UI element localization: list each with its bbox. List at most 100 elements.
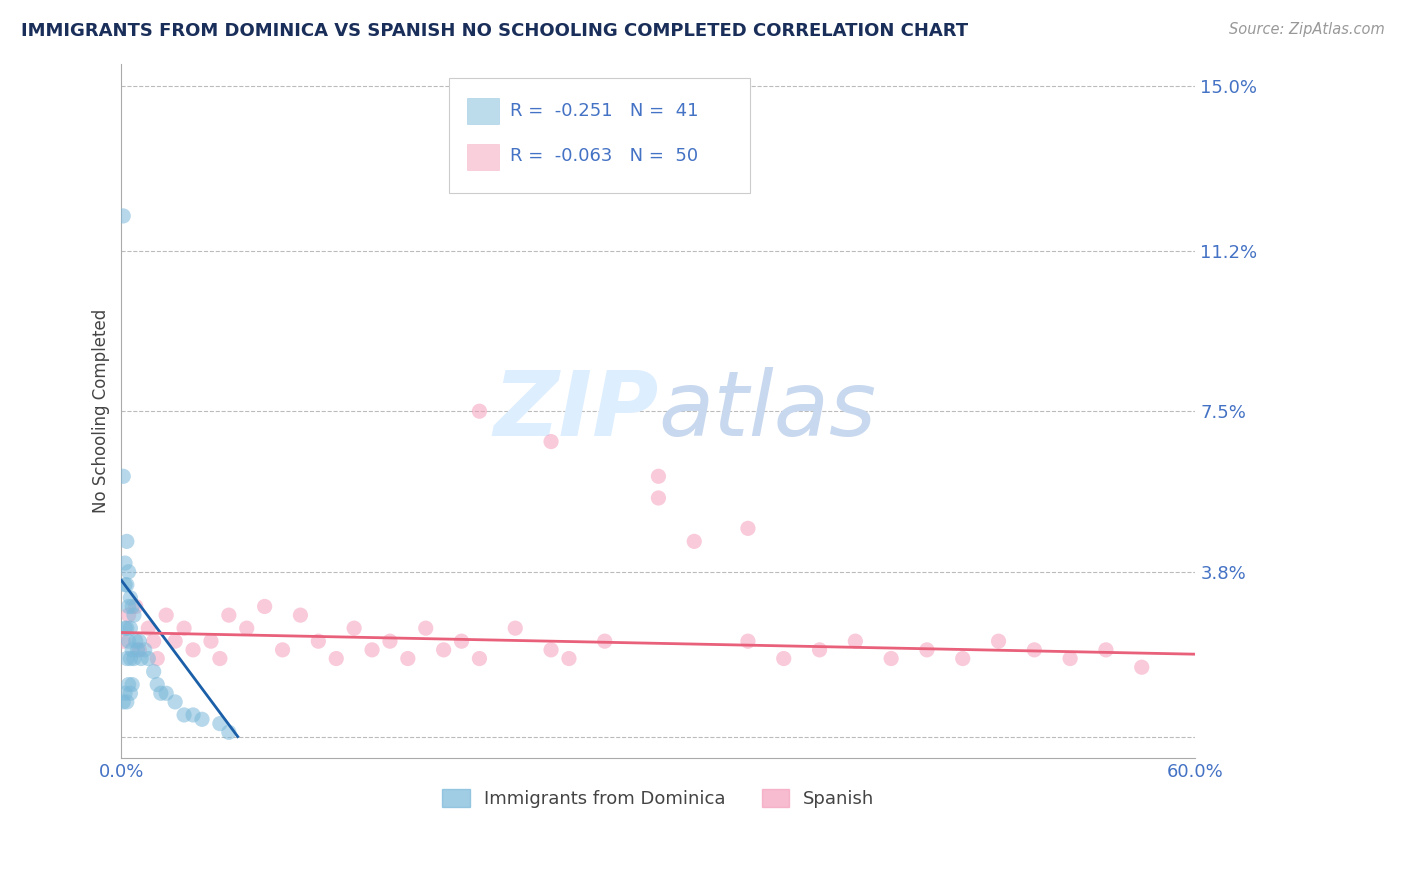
Point xyxy=(540,643,562,657)
FancyBboxPatch shape xyxy=(467,144,499,170)
Point xyxy=(165,634,187,648)
Point xyxy=(142,634,165,648)
Point xyxy=(142,665,165,679)
Point xyxy=(290,608,312,623)
Y-axis label: No Schooling Completed: No Schooling Completed xyxy=(93,309,110,513)
Point xyxy=(218,608,240,623)
Point xyxy=(149,686,172,700)
Point xyxy=(165,695,187,709)
Point xyxy=(146,677,169,691)
Point xyxy=(114,686,136,700)
Text: R =  -0.063   N =  50: R = -0.063 N = 50 xyxy=(510,147,699,165)
Point xyxy=(117,599,139,614)
Point xyxy=(125,599,148,614)
Point xyxy=(115,578,138,592)
Point xyxy=(307,634,329,648)
Point xyxy=(117,634,139,648)
Point xyxy=(115,695,138,709)
Point xyxy=(112,469,135,483)
Point xyxy=(737,521,759,535)
Point xyxy=(112,634,135,648)
Point xyxy=(117,608,139,623)
Point xyxy=(155,686,177,700)
Point xyxy=(558,651,581,665)
Point xyxy=(155,608,177,623)
Point xyxy=(120,591,142,605)
Point xyxy=(1059,651,1081,665)
Point xyxy=(772,651,794,665)
Point xyxy=(120,651,142,665)
Point xyxy=(683,534,706,549)
Text: Source: ZipAtlas.com: Source: ZipAtlas.com xyxy=(1229,22,1385,37)
Point xyxy=(136,651,159,665)
Point xyxy=(173,621,195,635)
Point xyxy=(1024,643,1046,657)
Point xyxy=(181,643,204,657)
Point xyxy=(117,677,139,691)
Point xyxy=(540,434,562,449)
Point xyxy=(468,651,491,665)
Point xyxy=(181,708,204,723)
Point xyxy=(208,716,231,731)
Point xyxy=(915,643,938,657)
Point xyxy=(136,621,159,635)
Point xyxy=(343,621,366,635)
Point xyxy=(122,651,145,665)
Point xyxy=(112,695,135,709)
Point xyxy=(129,651,152,665)
Point xyxy=(880,651,903,665)
Point xyxy=(468,404,491,418)
Text: R =  -0.251   N =  41: R = -0.251 N = 41 xyxy=(510,102,699,120)
Point xyxy=(808,643,831,657)
Point xyxy=(235,621,257,635)
Point xyxy=(208,651,231,665)
Point xyxy=(115,621,138,635)
Point xyxy=(121,677,143,691)
Point xyxy=(114,621,136,635)
Point xyxy=(415,621,437,635)
Point xyxy=(503,621,526,635)
Point xyxy=(121,599,143,614)
Point xyxy=(1130,660,1153,674)
Text: atlas: atlas xyxy=(658,368,876,455)
Point xyxy=(647,491,669,505)
Point xyxy=(396,651,419,665)
Point xyxy=(271,643,294,657)
Point xyxy=(115,651,138,665)
Point xyxy=(125,634,148,648)
FancyBboxPatch shape xyxy=(449,78,749,193)
Point xyxy=(987,634,1010,648)
Point xyxy=(218,725,240,739)
Point xyxy=(114,578,136,592)
Point xyxy=(952,651,974,665)
Point xyxy=(120,686,142,700)
Point xyxy=(120,621,142,635)
Point xyxy=(122,608,145,623)
Point xyxy=(253,599,276,614)
Point xyxy=(114,556,136,570)
Point xyxy=(593,634,616,648)
Point xyxy=(647,469,669,483)
Point xyxy=(173,708,195,723)
Point xyxy=(128,634,150,648)
Point xyxy=(1095,643,1118,657)
Point xyxy=(117,565,139,579)
Point xyxy=(361,643,384,657)
Point xyxy=(191,712,214,726)
Point xyxy=(146,651,169,665)
Point xyxy=(325,651,347,665)
Point xyxy=(128,643,150,657)
Legend: Immigrants from Dominica, Spanish: Immigrants from Dominica, Spanish xyxy=(436,781,882,815)
Point xyxy=(450,634,472,648)
Point xyxy=(844,634,866,648)
Point xyxy=(112,209,135,223)
Text: ZIP: ZIP xyxy=(494,368,658,455)
Point xyxy=(200,634,222,648)
Point xyxy=(737,634,759,648)
FancyBboxPatch shape xyxy=(467,98,499,125)
Point xyxy=(134,643,156,657)
Point xyxy=(115,534,138,549)
Text: IMMIGRANTS FROM DOMINICA VS SPANISH NO SCHOOLING COMPLETED CORRELATION CHART: IMMIGRANTS FROM DOMINICA VS SPANISH NO S… xyxy=(21,22,969,40)
Point xyxy=(121,643,143,657)
Point xyxy=(127,643,149,657)
